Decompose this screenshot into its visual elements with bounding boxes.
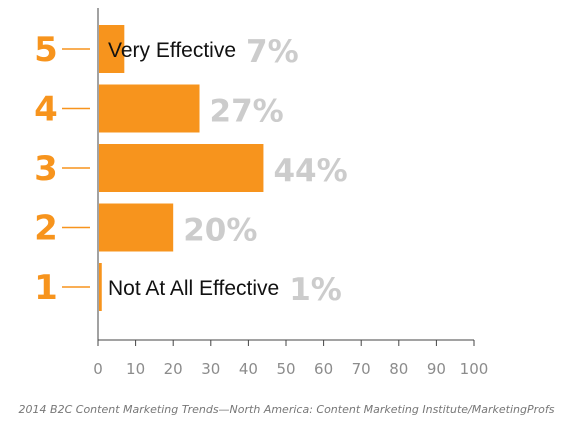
x-tick-label: 0 [93,360,103,378]
effectiveness-bar-chart: 0 10 20 30 40 50 60 70 80 90 100 5 Very Effective 7% 4… [34,8,489,378]
bar [99,84,200,133]
x-tick-label: 50 [276,360,295,378]
bar-annotation: Not At All Effective [108,277,279,300]
x-tick-label: 90 [427,360,446,378]
bar [99,203,174,252]
rating-label: 1 [34,268,58,308]
x-tick-label: 30 [201,360,220,378]
rating-label: 4 [34,90,58,130]
bar [99,25,125,73]
value-label: 20% [183,213,257,249]
x-tick-label: 70 [352,360,371,378]
bar-annotation: Very Effective [108,39,236,62]
bar [99,263,102,311]
rating-label: 5 [34,30,58,70]
x-tick-label: 20 [164,360,183,378]
x-tick-label: 40 [239,360,258,378]
rating-label: 3 [34,149,58,189]
source-caption: 2014 B2C Content Marketing Trends—North … [18,403,555,416]
value-label: 44% [273,153,347,189]
value-label: 1% [289,272,342,308]
value-label: 27% [210,94,284,130]
x-tick-label: 80 [389,360,408,378]
x-tick-label: 60 [314,360,333,378]
x-tick-label: 100 [460,360,489,378]
x-tick-label: 10 [126,360,145,378]
value-label: 7% [246,34,299,70]
rating-label: 2 [34,209,58,249]
bar [99,144,264,192]
